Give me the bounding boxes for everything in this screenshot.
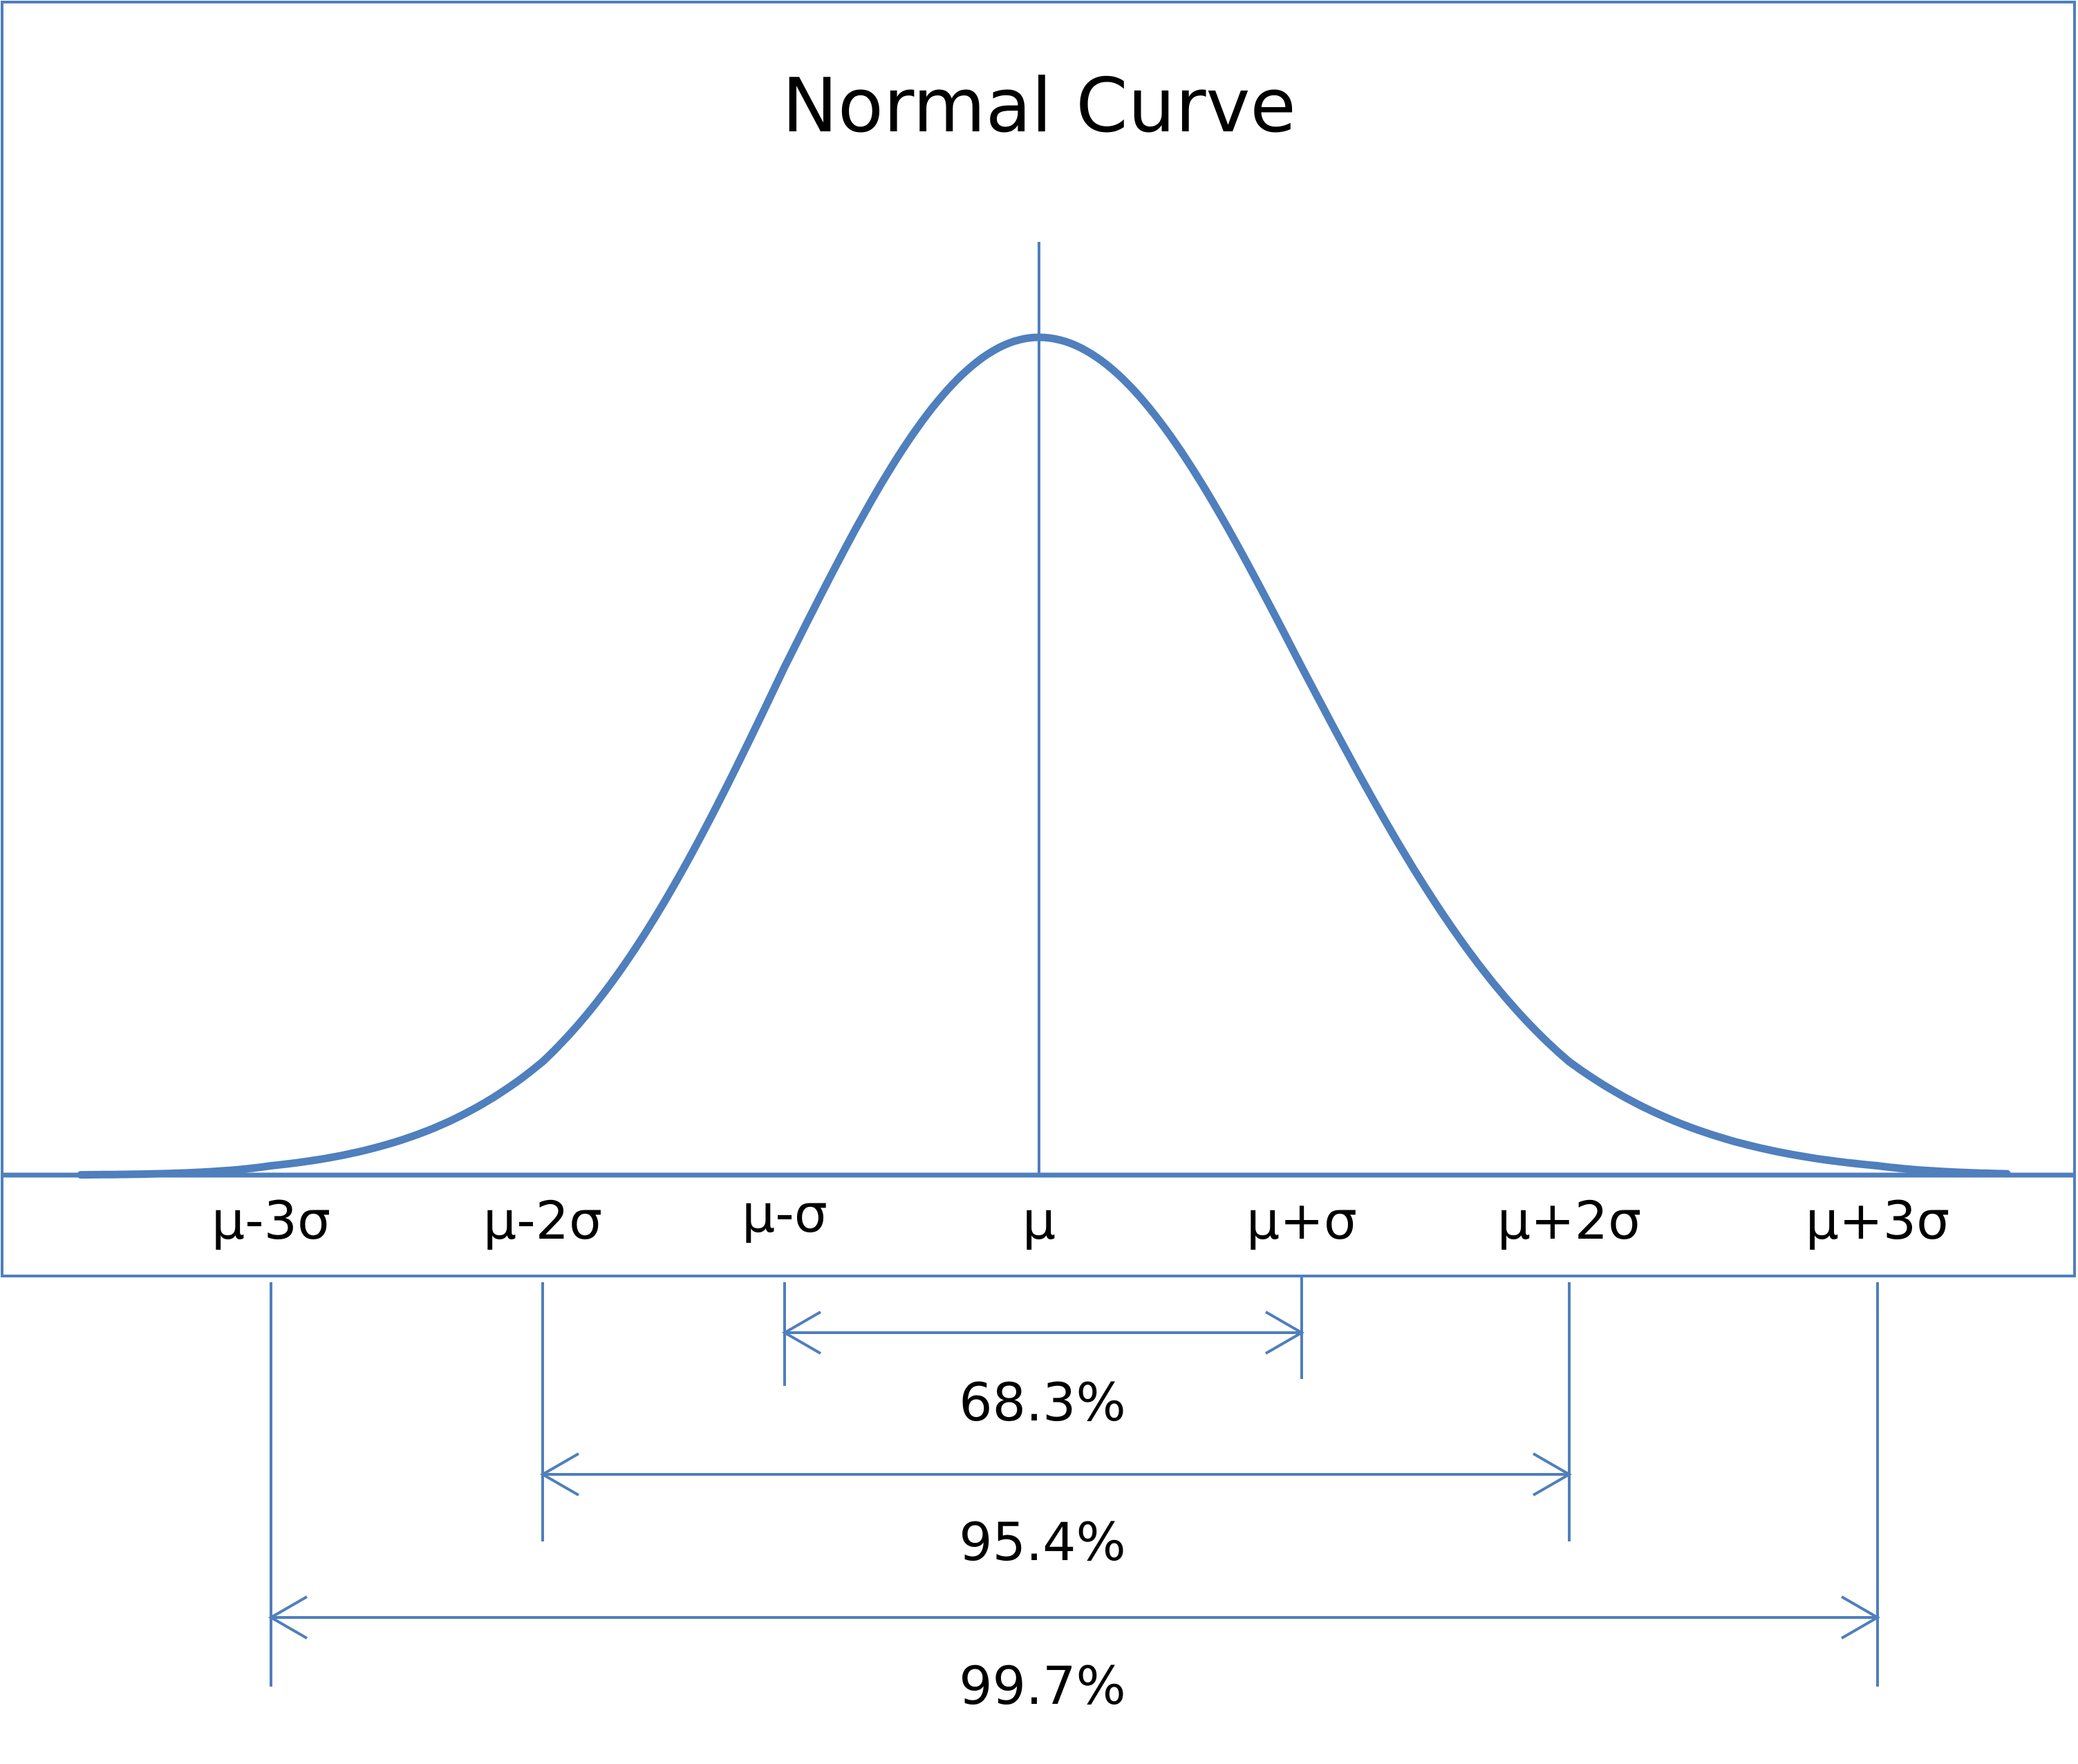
range-arrow-1-sigma xyxy=(781,1311,1305,1355)
range-label-1-sigma: 68.3% xyxy=(959,1371,1125,1433)
range-label-2-sigma: 95.4% xyxy=(959,1511,1125,1573)
tick-label-plus-1-sigma: μ+σ xyxy=(1246,1190,1357,1251)
tick-label-mean: μ xyxy=(1022,1190,1056,1251)
range-arrows xyxy=(268,1311,1881,1640)
tick-label-plus-2-sigma: μ+2σ xyxy=(1497,1190,1642,1251)
tick-label-minus-1-sigma: μ-σ xyxy=(742,1183,827,1244)
range-labels: 68.3% 95.4% 99.7% xyxy=(959,1371,1125,1716)
range-arrow-2-sigma xyxy=(539,1452,1573,1496)
tick-label-minus-2-sigma: μ-2σ xyxy=(483,1190,602,1251)
tick-label-minus-3-sigma: μ-3σ xyxy=(212,1190,330,1251)
axis-tick-labels: μ-3σ μ-2σ μ-σ μ μ+σ μ+2σ μ+3σ xyxy=(212,1183,1949,1251)
tick-label-plus-3-sigma: μ+3σ xyxy=(1806,1190,1950,1251)
range-arrow-3-sigma xyxy=(268,1595,1881,1640)
range-marker-lines xyxy=(270,1277,1879,1687)
figure-frame xyxy=(1,1,2076,1277)
figure-title: Normal Curve xyxy=(782,63,1296,149)
range-label-3-sigma: 99.7% xyxy=(959,1655,1125,1716)
bell-curve xyxy=(77,333,2011,1179)
